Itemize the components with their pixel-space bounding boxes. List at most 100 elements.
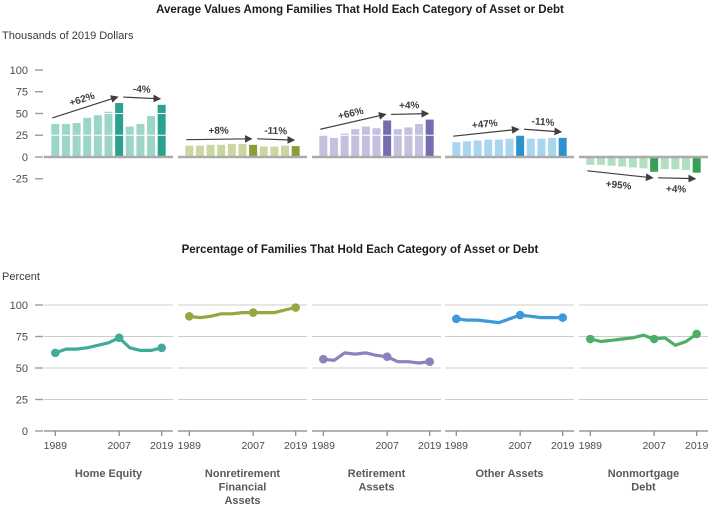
bar	[157, 104, 166, 157]
bar	[136, 123, 145, 157]
bar	[270, 146, 279, 157]
bar	[692, 157, 701, 173]
category-label: Nonretirement	[205, 468, 281, 480]
bar	[383, 120, 392, 157]
change-label: -11%	[264, 126, 287, 138]
trend-line	[588, 332, 699, 347]
bar	[72, 123, 81, 157]
category-label: Nonmortgage	[608, 468, 680, 480]
change-arrow	[320, 112, 387, 130]
bar	[618, 157, 627, 167]
bar	[660, 157, 669, 170]
data-point-marker	[649, 334, 659, 344]
x-tick-label: 1989	[178, 440, 202, 452]
bar-chart-home-equity: +62% -4%	[44, 84, 173, 159]
bar	[650, 157, 659, 172]
bar-chart-nonretirement-financial-assets: +8% -11%	[178, 112, 307, 159]
bar	[125, 126, 134, 157]
data-point-marker	[291, 303, 300, 312]
change-label: +62%	[68, 91, 96, 109]
change-label: -4%	[133, 84, 151, 96]
change-label: +47%	[471, 118, 498, 132]
bar	[259, 146, 268, 157]
change-arrow	[658, 174, 697, 183]
x-tick-label: 1989	[312, 440, 336, 452]
data-point-marker	[452, 314, 461, 324]
bar	[558, 137, 567, 157]
line-chart-nonmortgage-debt: 1989 2007 2019 Nonmortgage Debt	[579, 304, 709, 494]
y-tick-label: 75	[16, 87, 28, 99]
data-point-marker	[558, 313, 567, 322]
x-tick-label: 2019	[284, 440, 308, 452]
bar	[351, 129, 360, 157]
x-tick-label: 2007	[375, 440, 399, 452]
bar	[596, 157, 605, 165]
bar	[147, 116, 156, 157]
y-tick-label: 50	[16, 363, 28, 375]
data-point-marker	[51, 348, 60, 358]
bar	[372, 128, 381, 157]
category-label: Assets	[224, 495, 260, 507]
bar	[452, 142, 461, 157]
bar	[281, 145, 290, 157]
change-label: -11%	[531, 116, 555, 129]
bar	[516, 135, 525, 157]
data-point-marker	[692, 329, 701, 339]
bar	[682, 157, 691, 171]
category-label: Financial	[219, 482, 267, 494]
bar-chart-other-assets: +47% -11%	[445, 112, 574, 159]
x-tick-label: 2019	[418, 440, 442, 452]
bar	[404, 127, 413, 157]
category-label: Retirement	[348, 468, 406, 480]
top-axis-unit-label: Thousands of 2019 Dollars	[2, 30, 134, 42]
bar	[340, 133, 349, 157]
data-point-marker	[114, 333, 124, 343]
x-tick-label: 2007	[107, 440, 131, 452]
x-tick-label: 1989	[445, 440, 469, 452]
bar	[206, 144, 215, 157]
bar	[628, 157, 637, 168]
category-label: Assets	[358, 482, 394, 494]
x-tick-label: 1989	[579, 440, 603, 452]
bar	[217, 144, 226, 157]
category-label: Other Assets	[475, 468, 543, 480]
bar	[494, 139, 503, 157]
y-tick-label: 75	[16, 331, 28, 343]
bar	[415, 123, 424, 157]
bar	[249, 144, 258, 157]
x-tick-label: 2007	[642, 440, 666, 452]
top-panel-title: Average Values Among Families That Hold …	[156, 4, 564, 16]
data-point-marker	[157, 343, 166, 353]
bottom-panel-title: Percentage of Families That Hold Each Ca…	[181, 244, 539, 256]
x-tick-label: 2007	[241, 440, 265, 452]
bar	[227, 143, 236, 157]
data-point-marker	[515, 310, 525, 320]
change-label: +4%	[399, 100, 420, 111]
data-point-marker	[425, 357, 434, 367]
y-tick-label: 0	[22, 152, 28, 164]
bar	[639, 157, 648, 169]
bar	[537, 138, 546, 157]
change-arrow	[123, 94, 162, 103]
line-chart-retirement-assets: 1989 2007 2019 Retirement Assets	[312, 304, 442, 494]
trend-line	[321, 351, 432, 365]
bar	[104, 111, 113, 157]
x-tick-label: 2019	[150, 440, 174, 452]
bar-chart-retirement-assets: +66% +4%	[312, 100, 441, 159]
data-point-marker	[185, 312, 194, 321]
bar	[671, 157, 680, 170]
trend-line	[454, 313, 565, 325]
bar	[393, 129, 402, 157]
bar	[425, 119, 434, 157]
bottom-y-axis: 100 75 50 25 0	[10, 300, 43, 438]
bar	[51, 123, 60, 157]
trend-line	[53, 336, 164, 355]
bar	[115, 103, 124, 157]
data-point-marker	[319, 354, 328, 364]
data-point-marker	[586, 334, 595, 344]
bar	[484, 139, 493, 157]
y-tick-label: 25	[16, 394, 28, 406]
